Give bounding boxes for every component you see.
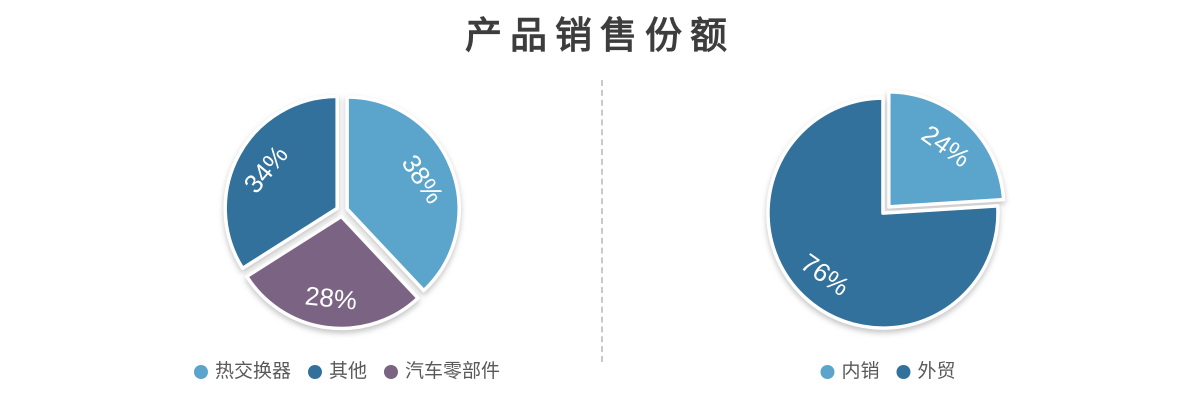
legend-item-0-1[interactable]: 其他 bbox=[307, 361, 368, 383]
legend-label: 外贸 bbox=[917, 361, 956, 382]
pie-slice-1-0[interactable] bbox=[887, 90, 1006, 209]
legend-label: 汽车零部件 bbox=[405, 361, 501, 382]
pie-slice-0-2[interactable] bbox=[223, 94, 339, 271]
legend-label: 热交换器 bbox=[214, 361, 291, 382]
legend-label: 内销 bbox=[841, 361, 880, 382]
left-pie-chart: 38%28%34% bbox=[223, 94, 461, 331]
legend-marker-icon bbox=[896, 365, 911, 379]
legend-item-0-0[interactable]: 热交换器 bbox=[193, 361, 291, 383]
legend-label: 其他 bbox=[328, 361, 368, 382]
pie-slice-1-1[interactable] bbox=[766, 96, 1000, 330]
legend-item-1-1[interactable]: 外贸 bbox=[896, 361, 956, 383]
divider-line bbox=[601, 80, 603, 362]
left-pie-legend: 热交换器 其他 汽车零部件 bbox=[193, 361, 500, 383]
pie-slice-0-1[interactable] bbox=[245, 214, 420, 331]
right-pie-legend: 内销 外贸 bbox=[820, 361, 956, 383]
legend-marker-icon bbox=[820, 365, 835, 379]
legend-item-0-2[interactable]: 汽车零部件 bbox=[384, 361, 500, 383]
right-pie-chart: 24%76% bbox=[766, 90, 1006, 330]
legend-marker-icon bbox=[307, 365, 322, 379]
legend-item-1-0[interactable]: 内销 bbox=[820, 361, 880, 383]
legend-marker-icon bbox=[384, 365, 399, 379]
pie-slice-0-0[interactable] bbox=[345, 95, 461, 293]
page-title: 产品销售份额 bbox=[465, 15, 735, 56]
legend-marker-icon bbox=[193, 365, 208, 379]
